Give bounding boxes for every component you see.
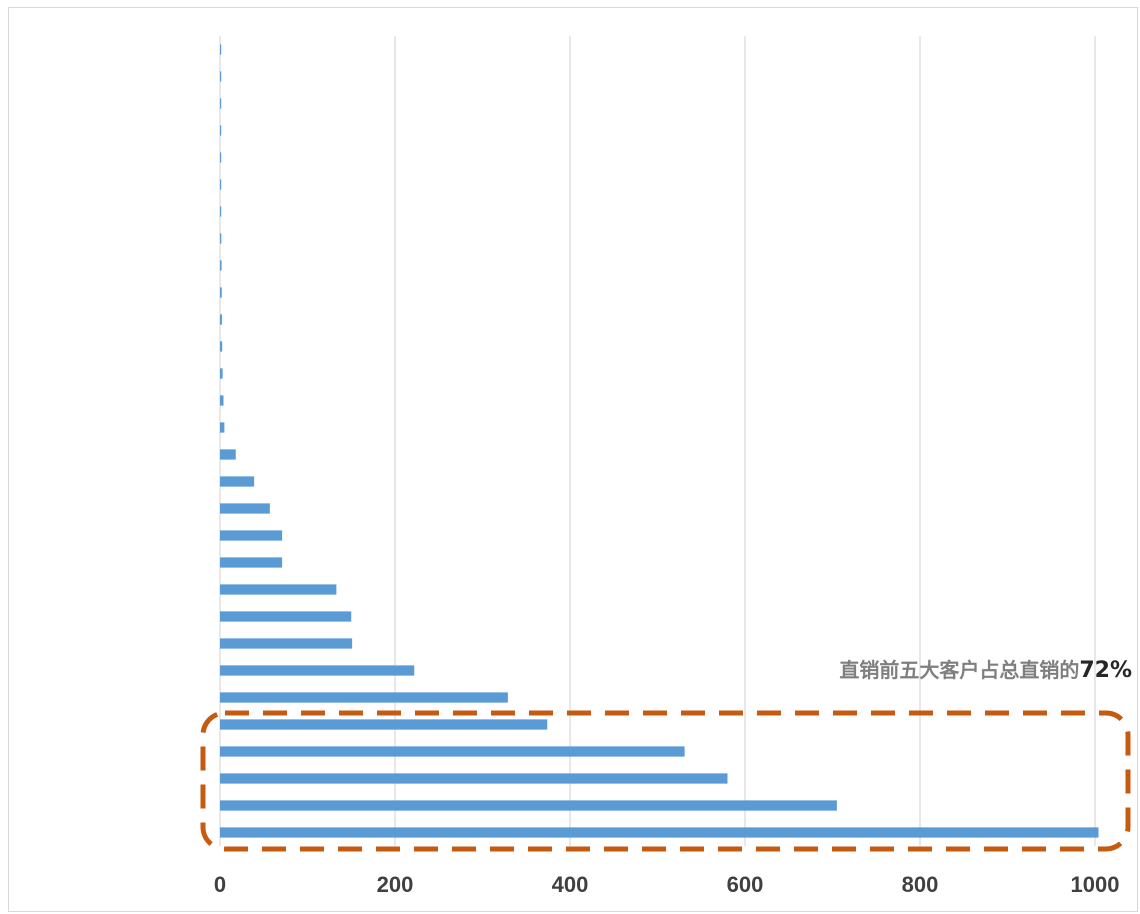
bar-5 [220,719,548,730]
bar-30 [220,44,222,55]
bar-14 [220,476,255,487]
bar-13 [220,503,270,514]
bar-4 [220,746,685,757]
bar-15 [220,449,236,460]
x-tick-label: 0 [214,872,226,897]
bar-25 [220,179,222,190]
annotation-text: 直销前五大客户占总直销的72% [839,658,1132,683]
x-tick-label: 600 [727,872,764,897]
bar-3 [220,773,728,784]
x-axis-ticks: 0 200 400 600 800 1000 [214,872,1120,897]
annotation-label: 直销前五大客户占总直销的 [839,658,1079,682]
bar-10 [220,584,337,595]
x-tick-label: 400 [552,872,589,897]
bar-16 [220,422,225,433]
bar-7 [220,665,415,676]
bar-20 [220,314,222,325]
bars [220,44,1099,838]
bar-22 [220,260,222,271]
x-tick-label: 1000 [1071,872,1120,897]
x-tick-label: 200 [377,872,414,897]
bar-9 [220,611,352,622]
bar-18 [220,368,223,379]
bar-6 [220,692,508,703]
bar-21 [220,287,222,298]
annotation-percentage: 72% [1079,658,1132,683]
bar-12 [220,530,283,541]
bar-24 [220,206,222,217]
bar-27 [220,125,222,136]
top-five-highlight-box [200,710,1131,852]
bar-17 [220,395,224,406]
bar-11 [220,557,283,568]
x-tick-label: 800 [902,872,939,897]
chart-frame [8,7,1138,912]
bar-28 [220,98,222,109]
bar-2 [220,800,837,811]
bar-26 [220,152,222,163]
bar-23 [220,233,222,244]
bar-19 [220,341,223,352]
bar-1 [220,827,1099,838]
bar-8 [220,638,353,649]
bar-29 [220,71,222,82]
